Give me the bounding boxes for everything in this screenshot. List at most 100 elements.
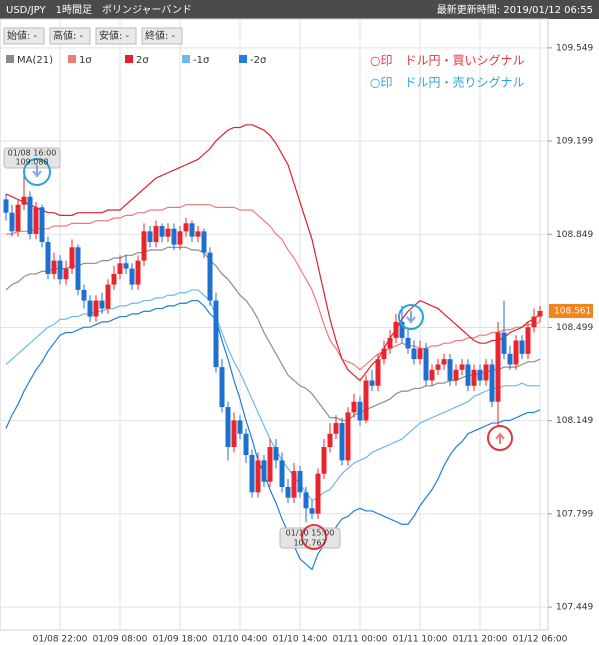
sell-arrow	[32, 165, 42, 178]
x-tick-label: 01/09 18:00	[153, 635, 208, 645]
legend-swatch	[182, 55, 190, 63]
legend-label: -2σ	[250, 55, 267, 66]
header-updated: 最新更新時間: 2019/01/12 06:55	[437, 3, 593, 16]
candle-body	[99, 300, 105, 309]
x-tick-label: 01/08 22:00	[33, 635, 88, 645]
candle-body	[207, 252, 213, 301]
candle-body	[357, 401, 363, 421]
candle-body	[393, 321, 399, 338]
candle-body	[117, 263, 123, 274]
ohlc-label: 高値: -	[53, 29, 84, 42]
candle-body	[39, 207, 45, 242]
tooltip-value: 109.088	[15, 158, 48, 167]
candle-body	[291, 471, 297, 498]
y-tick-label: 107.799	[556, 509, 593, 519]
ohlc-boxes: 始値: - 高値: - 安値: - 終値: -	[3, 27, 183, 45]
candle-body	[195, 231, 201, 237]
x-tick-label: 01/10 14:00	[273, 635, 328, 645]
x-tick-label: 01/09 08:00	[93, 635, 148, 645]
ohlc-label: 安値: -	[99, 29, 130, 42]
candle-body	[447, 359, 453, 381]
candle-body	[273, 447, 279, 461]
plot-area	[0, 18, 549, 631]
candle-body	[93, 300, 99, 317]
candle-body	[147, 231, 153, 242]
candle-body	[339, 423, 345, 461]
tooltip-label: 01/10 15:00	[286, 529, 335, 538]
candle-body	[423, 348, 429, 381]
candle-body	[159, 226, 165, 237]
ohlc-box	[95, 27, 137, 45]
candle-body	[321, 447, 327, 474]
bands	[5, 124, 541, 571]
candle-body	[69, 247, 75, 269]
buy-signal	[487, 425, 513, 451]
header-bar	[0, 0, 599, 19]
candle-body	[21, 196, 27, 205]
sell-signal	[23, 158, 51, 186]
candle-body	[261, 460, 267, 482]
candle-body	[213, 300, 219, 368]
candle-body	[255, 460, 261, 493]
candle-body	[363, 380, 369, 421]
last-price-box	[549, 303, 593, 318]
candle-body	[237, 420, 243, 434]
ohlc-label: 終値: -	[145, 29, 176, 42]
candle-body	[303, 492, 309, 509]
candle-body	[429, 369, 435, 381]
legend-swatch	[125, 55, 133, 63]
candle-body	[327, 433, 333, 448]
candle-body	[375, 359, 381, 386]
grid	[0, 19, 552, 630]
candle-body	[171, 228, 177, 245]
ohlc-label: 始値: -	[7, 29, 38, 42]
sell-arrow	[406, 311, 416, 324]
ohlc-box	[49, 27, 91, 45]
candle-body	[57, 260, 63, 280]
x-tick-label: 01/11 20:00	[453, 635, 508, 645]
candle-body	[51, 260, 57, 274]
legend-label: 2σ	[136, 55, 149, 66]
candle-body	[441, 359, 447, 365]
candle-body	[435, 364, 441, 370]
signals	[3, 147, 513, 550]
candle-body	[33, 207, 39, 234]
candle-body	[297, 471, 303, 493]
candle-body	[495, 332, 501, 402]
candle-body	[453, 369, 459, 381]
candles	[3, 170, 543, 523]
candle-body	[399, 321, 405, 338]
y-tick-label: 108.149	[556, 416, 593, 426]
candle-body	[201, 231, 207, 253]
candle-body	[243, 433, 249, 456]
candle-body	[525, 327, 531, 354]
candle-body	[75, 247, 81, 290]
x-tick-label: 01/11 00:00	[333, 635, 388, 645]
candle-body	[81, 289, 87, 301]
legend-label: 1σ	[79, 55, 92, 66]
candle-body	[87, 300, 93, 317]
tooltip-label: 01/08 16:00	[8, 149, 57, 158]
buy-signal	[301, 524, 327, 550]
x-tick-label: 01/11 10:00	[393, 635, 448, 645]
candle-body	[111, 273, 117, 285]
ohlc-box	[3, 27, 45, 45]
candle-body	[417, 348, 423, 360]
candle-body	[225, 407, 231, 448]
candle-body	[381, 348, 387, 360]
candle-body	[333, 423, 339, 434]
ohlc-box	[141, 27, 183, 45]
x-tick-label: 01/10 04:00	[213, 635, 268, 645]
candle-body	[141, 231, 147, 261]
band-line	[6, 204, 541, 371]
annotation: ○印 ドル円・買いシグナル	[370, 54, 524, 68]
candle-body	[405, 337, 411, 349]
candle-body	[489, 364, 495, 402]
legend-label: MA(21)	[17, 55, 53, 66]
y-tick-label: 107.449	[556, 603, 593, 613]
candle-body	[27, 196, 33, 234]
band-line	[5, 299, 541, 571]
candle-body	[501, 332, 507, 354]
